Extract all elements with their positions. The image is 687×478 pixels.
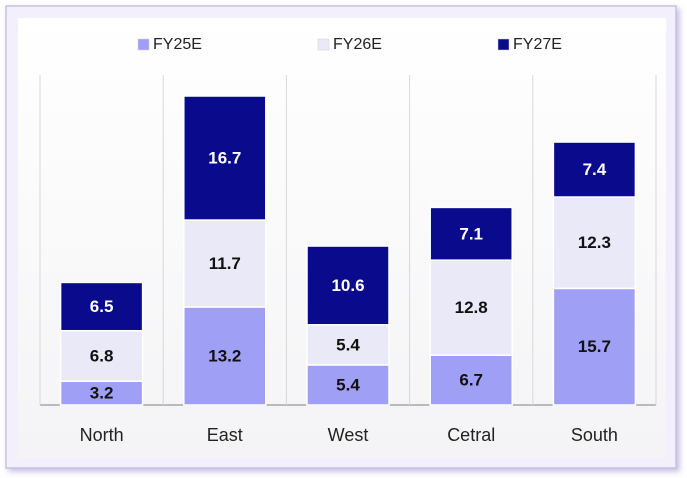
bar-segment — [183, 95, 267, 221]
bar-segment — [306, 324, 390, 366]
value-label: 10.6 — [331, 276, 364, 295]
x-tick-label: West — [328, 425, 369, 445]
legend-label: FY27E — [513, 36, 562, 53]
legend-label: FY25E — [153, 36, 202, 53]
legend-swatch — [497, 38, 510, 51]
value-label: 7.4 — [583, 160, 607, 179]
value-label: 15.7 — [578, 337, 611, 356]
bar-segment — [552, 287, 637, 406]
value-label: 6.5 — [90, 297, 114, 316]
value-label: 12.8 — [455, 298, 488, 317]
legend-swatch — [317, 38, 330, 51]
value-label: 6.8 — [90, 346, 114, 365]
value-label: 12.3 — [578, 233, 611, 252]
value-label: 7.1 — [459, 224, 483, 243]
bar-segment — [429, 354, 513, 406]
bar-segment — [552, 196, 637, 290]
value-label: 11.7 — [209, 254, 241, 273]
value-label: 5.4 — [336, 335, 360, 354]
value-label: 13.2 — [208, 346, 241, 365]
value-label: 3.2 — [90, 384, 114, 403]
bar-segment — [59, 329, 144, 382]
bar-segment — [306, 364, 390, 406]
x-tick-label: East — [207, 425, 243, 445]
bar-segment — [552, 141, 637, 198]
legend-swatch — [137, 38, 150, 51]
bar-segment — [59, 281, 144, 332]
bar-segment — [183, 219, 267, 308]
bar-segment — [429, 206, 513, 261]
value-label: 6.7 — [459, 371, 483, 390]
value-label: 5.4 — [336, 375, 360, 394]
x-tick-label: Cetral — [447, 425, 495, 445]
x-tick-label: South — [571, 425, 618, 445]
value-label: 16.7 — [208, 149, 241, 168]
legend-label: FY26E — [333, 36, 382, 53]
x-tick-label: North — [80, 425, 124, 445]
bar-segment — [183, 306, 267, 406]
bar-segment — [306, 245, 390, 326]
